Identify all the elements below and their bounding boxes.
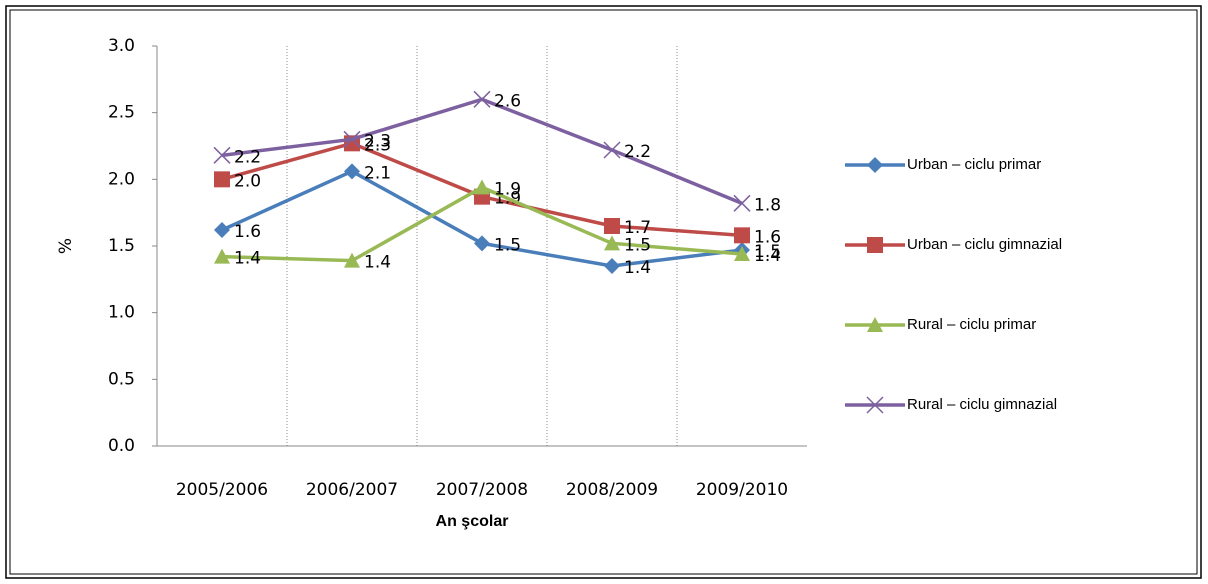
data-label: 2.1	[364, 163, 391, 183]
data-label: 1.5	[624, 235, 651, 255]
y-tick-label: 2.0	[108, 169, 135, 189]
data-label: 1.9	[494, 179, 521, 199]
marker	[474, 179, 490, 195]
marker	[604, 218, 620, 234]
data-label: 2.0	[234, 171, 261, 191]
y-tick-label: 0.5	[108, 369, 135, 389]
marker	[214, 222, 230, 238]
data-label: 2.2	[234, 147, 261, 167]
marker	[344, 163, 360, 180]
legend-label: Urban – ciclu gimnazial	[907, 236, 1062, 253]
data-label: 1.5	[754, 242, 781, 262]
x-tick-label: 2009/2010	[696, 480, 788, 500]
marker	[867, 237, 883, 253]
x-tick-label: 2007/2008	[436, 480, 528, 500]
marker	[734, 227, 750, 244]
frame-inner	[9, 9, 1198, 575]
x-tick-label: 2006/2007	[306, 480, 398, 500]
y-tick-label: 3.0	[108, 36, 135, 56]
data-label: 1.6	[754, 227, 781, 247]
y-tick-label: 0.0	[108, 436, 135, 456]
data-label: 1.4	[754, 246, 781, 266]
data-label: 1.5	[494, 235, 521, 255]
marker	[867, 317, 883, 332]
data-label: 2.6	[494, 91, 521, 111]
y-tick-label: 2.5	[108, 103, 135, 123]
x-axis-title: An şcolar	[436, 513, 509, 530]
marker	[214, 248, 230, 264]
marker	[866, 396, 884, 414]
marker	[604, 258, 620, 274]
marker	[213, 146, 231, 164]
frame	[5, 5, 1202, 579]
legend-label: Rural – ciclu gimnazial	[907, 396, 1057, 413]
marker	[867, 157, 883, 173]
legend-label: Rural – ciclu primar	[907, 316, 1036, 333]
marker	[604, 235, 620, 251]
data-label: 2.3	[364, 135, 391, 155]
data-label: 1.8	[754, 195, 781, 215]
y-axis-title: %	[56, 238, 76, 254]
y-tick-label: 1.0	[108, 303, 135, 323]
legend-label: Urban – ciclu primar	[907, 156, 1041, 173]
x-tick-label: 2005/2006	[176, 480, 268, 500]
marker	[343, 130, 361, 148]
data-label: 1.7	[624, 218, 651, 238]
data-label: 1.4	[364, 253, 391, 273]
marker	[344, 252, 360, 268]
marker	[603, 141, 621, 159]
y-tick-label: 1.5	[108, 236, 135, 256]
data-label: 2.2	[624, 142, 651, 162]
marker	[733, 194, 751, 212]
data-label: 1.6	[234, 222, 261, 242]
data-label: 2.3	[364, 131, 391, 151]
marker	[474, 235, 490, 252]
marker	[473, 90, 491, 108]
marker	[734, 246, 750, 261]
data-label: 1.4	[234, 249, 261, 269]
marker	[214, 171, 230, 188]
data-label: 1.4	[624, 258, 651, 278]
x-tick-label: 2008/2009	[566, 480, 658, 500]
